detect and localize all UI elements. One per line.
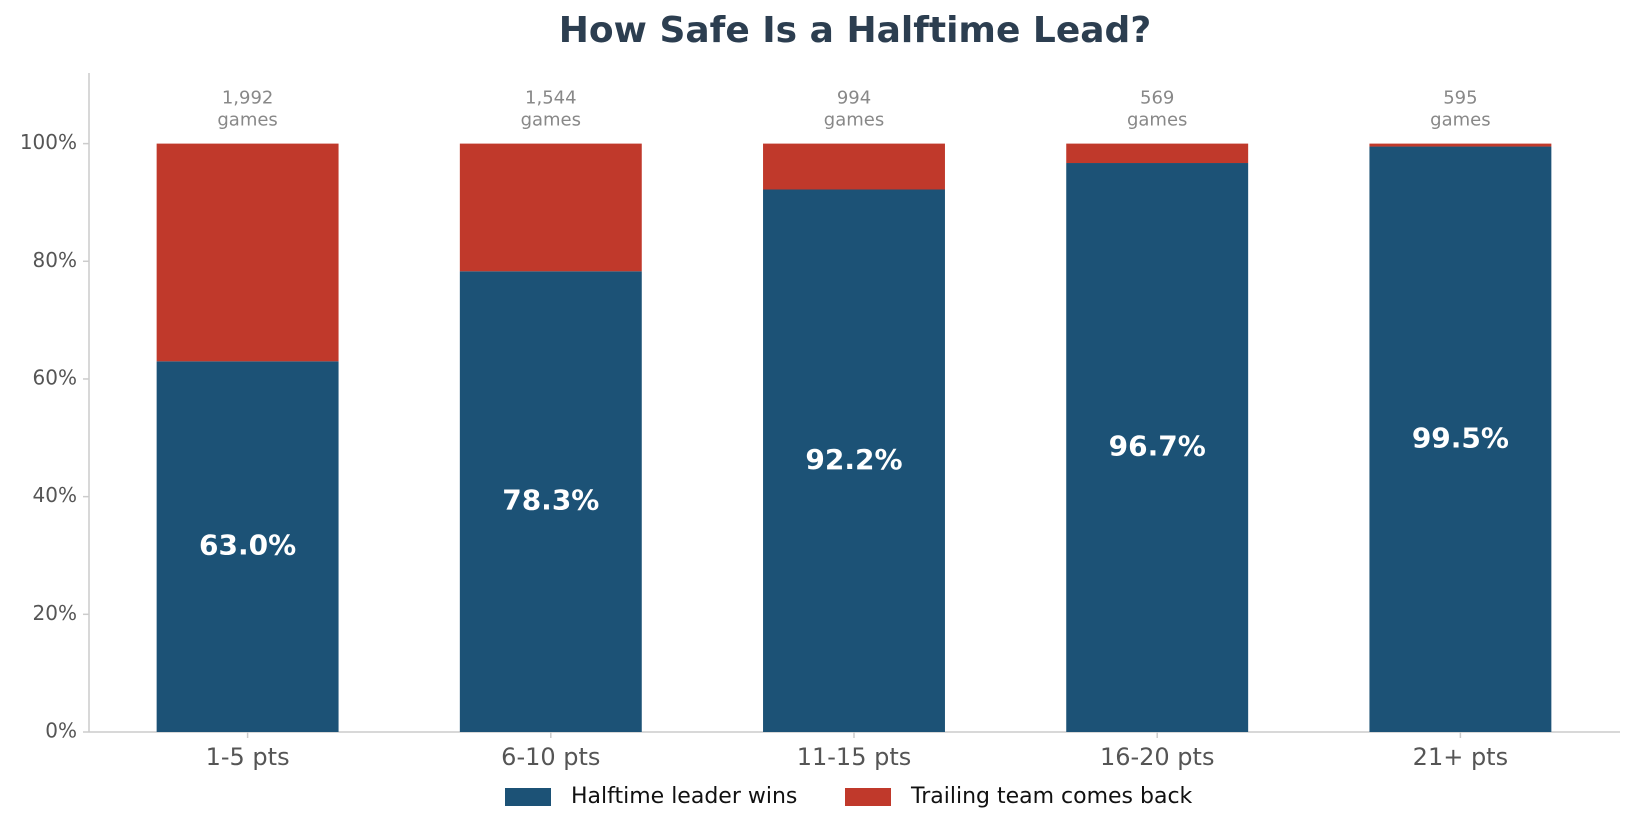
game-count: 994 (837, 88, 871, 109)
legend-label: Halftime leader wins (571, 784, 797, 809)
bar-segment (763, 143, 945, 190)
bar-value-label: 78.3% (502, 484, 599, 517)
game-count-unit: games (824, 110, 884, 131)
y-tick-label: 80% (33, 248, 77, 272)
bar-segment (156, 143, 339, 362)
y-tick-label: 40% (33, 483, 77, 507)
bar-segment (763, 189, 945, 733)
legend-label: Trailing team comes back (910, 784, 1193, 809)
x-tick-label: 1-5 pts (206, 743, 290, 771)
x-tick-label: 11-15 pts (797, 743, 912, 771)
y-tick-label: 0% (45, 719, 77, 743)
bar-value-label: 99.5% (1412, 421, 1509, 454)
y-tick-label: 60% (33, 365, 77, 389)
game-count-unit: games (217, 110, 277, 131)
bar-segment (1369, 146, 1552, 733)
bar-value-label: 63.0% (199, 529, 296, 562)
bar-segment (459, 143, 642, 272)
bar-segment (156, 361, 339, 732)
chart-title: How Safe Is a Halftime Lead? (559, 10, 1151, 51)
x-tick-label: 16-20 pts (1100, 743, 1215, 771)
y-tick-label: 20% (33, 601, 77, 625)
bar-segment (1066, 163, 1249, 732)
bar-segment (459, 271, 642, 732)
bar-segment (1369, 143, 1552, 147)
game-count-unit: games (521, 110, 581, 131)
game-count: 1,544 (525, 88, 577, 109)
bar-segment (1066, 143, 1249, 164)
bar-value-label: 92.2% (805, 443, 902, 476)
game-count: 1,992 (222, 88, 274, 109)
game-count-unit: games (1430, 110, 1490, 131)
game-count-unit: games (1127, 110, 1187, 131)
x-tick-label: 6-10 pts (501, 743, 600, 771)
game-count: 595 (1443, 88, 1477, 109)
game-count: 569 (1140, 88, 1174, 109)
y-tick-label: 100% (20, 130, 77, 154)
legend-swatch (845, 788, 891, 806)
legend-swatch (505, 788, 551, 806)
x-tick-label: 21+ pts (1413, 743, 1508, 771)
bar-value-label: 96.7% (1109, 430, 1206, 463)
